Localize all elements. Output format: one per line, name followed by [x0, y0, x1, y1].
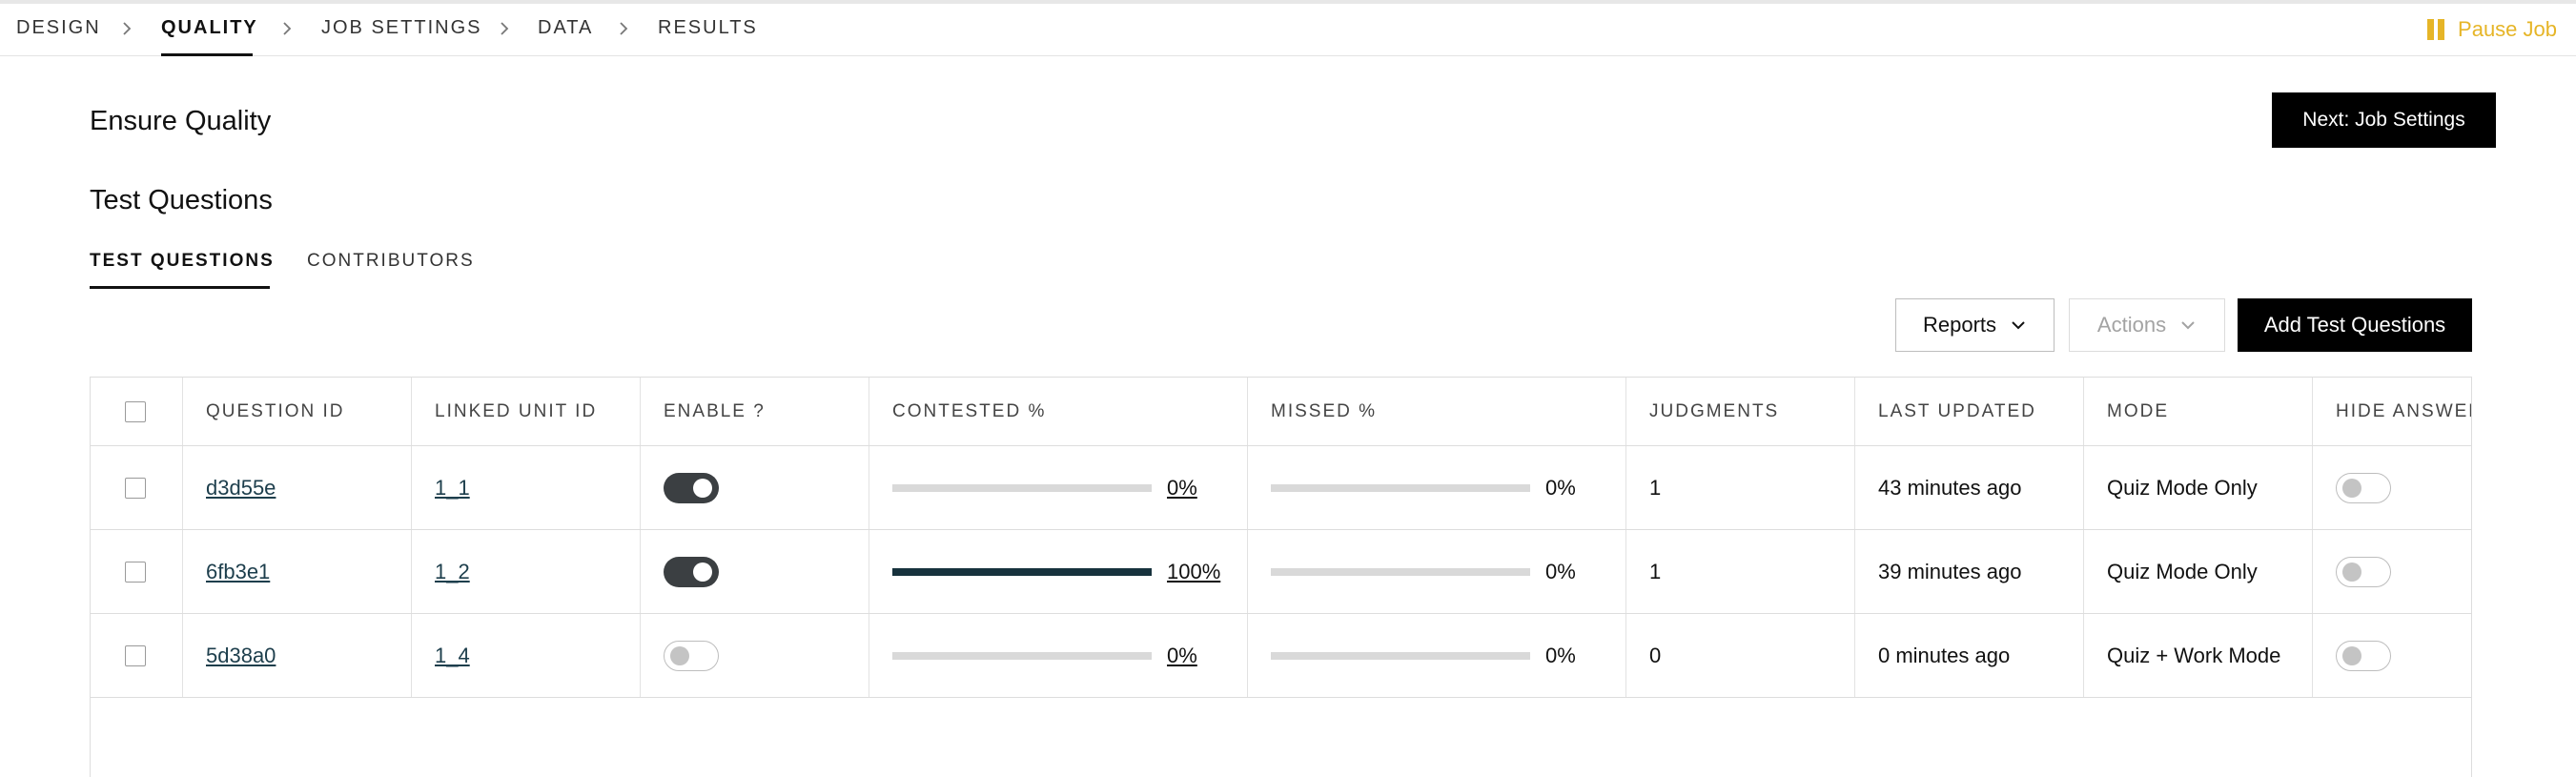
header-judgments[interactable]: JUDGMENTS: [1649, 400, 1780, 421]
judgments-count: 1: [1649, 559, 1662, 583]
hide-answer-toggle[interactable]: [2336, 472, 2391, 503]
chevron-down-icon: [2181, 321, 2195, 330]
mode-value: Quiz + Work Mode: [2107, 643, 2281, 667]
header-last-updated[interactable]: LAST UPDATED: [1878, 400, 2036, 421]
workflow-nav: DESIGN QUALITY JOB SETTINGS DATA RESULTS…: [0, 4, 2576, 56]
page-title: Ensure Quality: [90, 106, 272, 136]
chevron-right-icon: [283, 22, 292, 35]
judgments-count: 1: [1649, 475, 1662, 500]
table-row: d3d55e 1_1 0% 0% 1 43 minutes ago Quiz M…: [91, 446, 2471, 530]
enable-toggle[interactable]: [664, 556, 719, 587]
linked-unit-link[interactable]: 1_2: [435, 559, 470, 583]
top-border: [0, 0, 2576, 4]
add-test-questions-button[interactable]: Add Test Questions: [2238, 298, 2472, 352]
chevron-right-icon: [501, 22, 509, 35]
pause-job-label: Pause Job: [2458, 17, 2557, 41]
nav-step-results[interactable]: RESULTS: [658, 17, 758, 38]
nav-step-design[interactable]: DESIGN: [16, 17, 101, 38]
contested-bar: [892, 567, 1152, 576]
question-id-link[interactable]: 6fb3e1: [206, 559, 271, 583]
missed-percent: 0%: [1545, 643, 1576, 667]
row-checkbox[interactable]: [125, 561, 146, 583]
contested-bar: [892, 483, 1152, 492]
actions-label: Actions: [2096, 313, 2167, 337]
mode-value: Quiz Mode Only: [2107, 475, 2258, 500]
linked-unit-link[interactable]: 1_4: [435, 643, 470, 667]
reports-label: Reports: [1922, 313, 1997, 337]
pause-job-button[interactable]: Pause Job: [2427, 15, 2557, 44]
reports-dropdown[interactable]: Reports: [1895, 298, 2055, 352]
enable-toggle[interactable]: [664, 472, 719, 503]
header-hide-answer[interactable]: HIDE ANSWER: [2336, 400, 2472, 421]
contested-percent-link[interactable]: 100%: [1167, 559, 1221, 583]
chevron-right-icon: [123, 22, 132, 35]
header-contested[interactable]: CONTESTED %: [892, 400, 1047, 421]
actions-dropdown: Actions: [2069, 298, 2225, 352]
tab-active-indicator: [90, 286, 270, 289]
contested-percent-link[interactable]: 0%: [1167, 475, 1197, 500]
row-checkbox[interactable]: [125, 644, 146, 666]
hide-answer-toggle[interactable]: [2336, 556, 2391, 587]
header-question-id[interactable]: QUESTION ID: [206, 400, 345, 421]
mode-value: Quiz Mode Only: [2107, 559, 2258, 583]
next-job-settings-button[interactable]: Next: Job Settings: [2272, 92, 2496, 148]
nav-active-indicator: [161, 53, 253, 56]
tab-contributors[interactable]: CONTRIBUTORS: [307, 251, 475, 271]
missed-bar: [1271, 567, 1530, 576]
last-updated: 39 minutes ago: [1878, 559, 2022, 583]
table-header-row: QUESTION ID LINKED UNIT ID ENABLE ? CONT…: [91, 378, 2472, 446]
linked-unit-link[interactable]: 1_1: [435, 475, 470, 500]
header-missed[interactable]: MISSED %: [1271, 400, 1378, 421]
nav-step-data[interactable]: DATA: [538, 17, 594, 38]
tab-test-questions[interactable]: TEST QUESTIONS: [90, 251, 275, 271]
pause-icon: [2427, 19, 2446, 40]
last-updated: 43 minutes ago: [1878, 475, 2022, 500]
question-id-link[interactable]: 5d38a0: [206, 643, 276, 667]
enable-toggle[interactable]: [664, 640, 719, 671]
select-all-checkbox[interactable]: [125, 400, 146, 422]
judgments-count: 0: [1649, 643, 1662, 667]
contested-bar: [892, 651, 1152, 660]
hide-answer-toggle[interactable]: [2336, 640, 2391, 671]
row-checkbox[interactable]: [125, 477, 146, 499]
question-id-link[interactable]: d3d55e: [206, 475, 276, 500]
contested-percent-link[interactable]: 0%: [1167, 643, 1197, 667]
table-row: 5d38a0 1_4 0% 0% 0 0 minutes ago Quiz + …: [91, 614, 2471, 698]
missed-bar: [1271, 651, 1530, 660]
nav-step-quality[interactable]: QUALITY: [161, 17, 258, 38]
header-mode[interactable]: MODE: [2107, 400, 2169, 421]
missed-bar: [1271, 483, 1530, 492]
last-updated: 0 minutes ago: [1878, 643, 2011, 667]
missed-percent: 0%: [1545, 475, 1576, 500]
chevron-right-icon: [620, 22, 628, 35]
header-linked-unit-id[interactable]: LINKED UNIT ID: [435, 400, 598, 421]
nav-step-job-settings[interactable]: JOB SETTINGS: [321, 17, 482, 38]
chevron-down-icon: [2012, 321, 2025, 330]
test-questions-table: QUESTION ID LINKED UNIT ID ENABLE ? CONT…: [90, 377, 2472, 777]
missed-percent: 0%: [1545, 559, 1576, 583]
table-row: 6fb3e1 1_2 100% 0% 1 39 minutes ago Quiz…: [91, 530, 2471, 614]
header-enable[interactable]: ENABLE ?: [664, 400, 766, 421]
section-title: Test Questions: [90, 185, 273, 215]
